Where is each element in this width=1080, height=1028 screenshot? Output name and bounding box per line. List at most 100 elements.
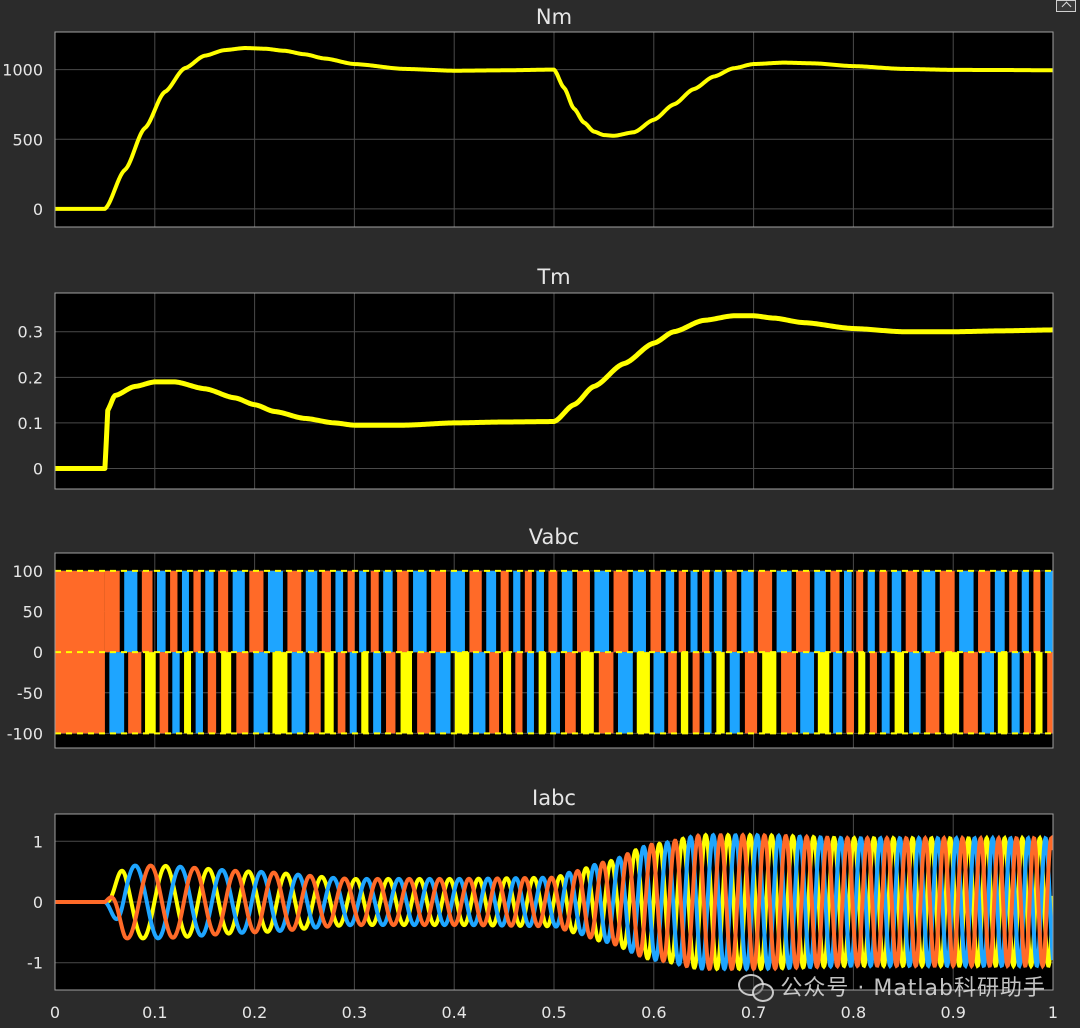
pwm-band [704, 652, 712, 734]
x-tick-label: 0.7 [741, 1003, 766, 1022]
pwm-band [744, 652, 758, 734]
pwm-band [548, 570, 558, 653]
plot-area [55, 313, 1053, 471]
pwm-band [701, 570, 710, 653]
y-tick-label: 0 [33, 643, 43, 662]
pwm-band [1044, 570, 1053, 653]
series-line-0 [55, 313, 1053, 471]
pwm-band [762, 652, 777, 734]
x-tick-label: 0.8 [841, 1003, 866, 1022]
pwm-band [431, 570, 447, 653]
x-tick-label: 0 [50, 1003, 60, 1022]
pwm-band [361, 652, 369, 734]
pwm-band [561, 570, 573, 653]
pwm-band [172, 652, 180, 734]
pwm-band [925, 652, 940, 734]
pwm-band [347, 570, 355, 653]
pwm-band [613, 570, 629, 653]
pwm-band [1009, 570, 1018, 653]
pwm-band [869, 652, 877, 734]
pwm-band [909, 652, 921, 734]
pwm-band [716, 652, 725, 734]
pwm-band [757, 570, 773, 653]
pwm-band [565, 652, 576, 734]
pwm-band [291, 652, 306, 734]
pwm-band [526, 652, 534, 734]
pwm-band [692, 652, 700, 734]
pwm-band [846, 652, 854, 734]
pwm-band [287, 570, 302, 653]
pwm-band [181, 570, 189, 653]
pwm-band [207, 652, 217, 734]
pwm-band [776, 570, 792, 653]
panel-title: Tm [536, 265, 570, 289]
pwm-band [1023, 652, 1032, 734]
axes-border [54, 552, 1054, 749]
pwm-band [170, 570, 178, 653]
pwm-band [500, 570, 509, 653]
pwm-band [994, 570, 1005, 653]
pwm-band [894, 652, 905, 734]
x-tick-label: 0.1 [142, 1003, 167, 1022]
pwm-band [921, 570, 936, 653]
plot-area [55, 46, 1053, 211]
x-tick-label: 0.3 [342, 1003, 367, 1022]
pwm-band [580, 652, 594, 734]
x-tick-label: 0.4 [441, 1003, 466, 1022]
pwm-band [963, 652, 978, 734]
pwm-band [370, 570, 379, 653]
pwm-band [413, 570, 427, 653]
panel-title: Iabc [532, 786, 576, 810]
pwm-band [598, 652, 614, 734]
pwm-band [383, 570, 393, 653]
pwm-band [359, 570, 367, 653]
pwm-band [104, 570, 120, 653]
pwm-band [1035, 652, 1043, 734]
pwm-band [349, 652, 357, 734]
pwm-band [796, 570, 810, 653]
pwm-band [1021, 570, 1029, 653]
axes-border [54, 292, 1054, 490]
y-tick-label: 1000 [2, 61, 43, 80]
y-tick-label: 0 [33, 893, 43, 912]
y-tick-label: 0.1 [18, 414, 43, 433]
pwm-band [729, 652, 740, 734]
y-tick-label: 0.2 [18, 368, 43, 387]
pwm-band [594, 570, 610, 653]
pwm-band [109, 652, 125, 734]
pwm-band [833, 652, 843, 734]
pwm-band [324, 652, 334, 734]
pwm-band [159, 652, 169, 734]
pwm-band [678, 570, 687, 653]
y-tick-label: 0 [33, 200, 43, 219]
panel-tm: 0 0.1 0.2 0.3 Tm [18, 265, 1054, 490]
pwm-band [473, 652, 486, 734]
y-tick-label: -1 [27, 954, 43, 973]
pwm-band [335, 570, 344, 653]
pwm-band [741, 570, 754, 653]
pwm-band [141, 570, 153, 653]
pwm-band [272, 652, 288, 734]
pwm-band [536, 570, 544, 653]
pwm-band [489, 652, 500, 734]
y-tick-label: 100 [12, 562, 43, 581]
undock-icon[interactable] [1056, 0, 1076, 12]
plot-area [55, 832, 1053, 972]
pwm-band [891, 570, 902, 653]
pwm-band [513, 570, 521, 653]
pwm-band [617, 652, 633, 734]
pwm-band [959, 570, 974, 653]
pwm-band [1033, 570, 1041, 653]
pwm-band [515, 652, 523, 734]
pwm-band [305, 570, 318, 653]
pwm-band [665, 570, 675, 653]
pwm-band [184, 652, 192, 734]
y-tick-label: 500 [12, 130, 43, 149]
pwm-band [309, 652, 321, 734]
pwm-band [997, 652, 1008, 734]
pwm-band [668, 652, 677, 734]
pwm-band [337, 652, 346, 734]
pwm-band [486, 570, 497, 653]
y-tick-label: 50 [23, 603, 43, 622]
